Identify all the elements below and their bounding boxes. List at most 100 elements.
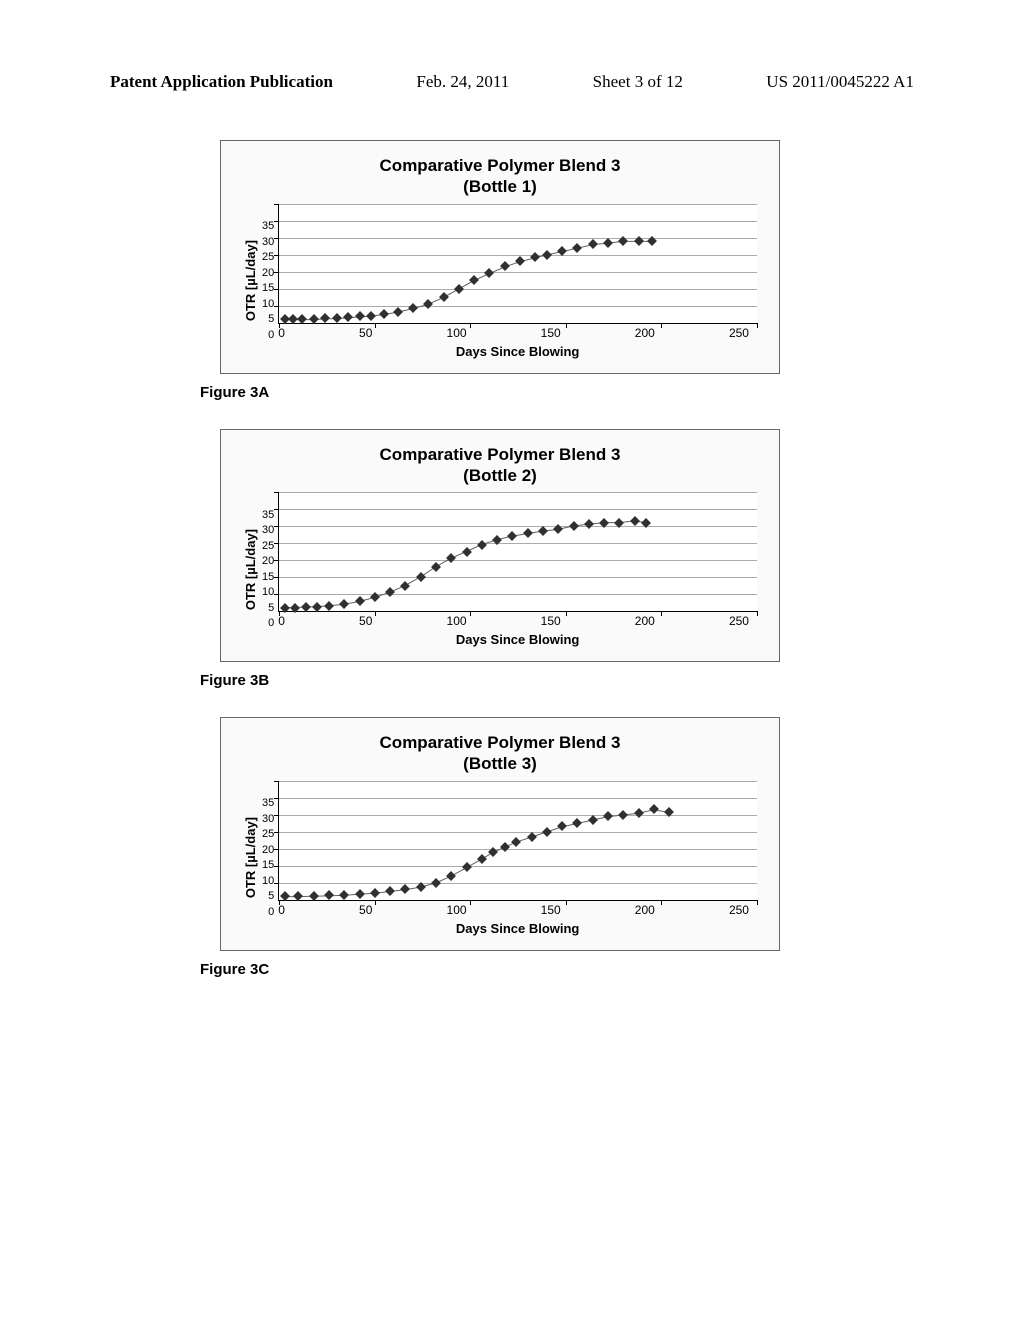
data-marker xyxy=(557,246,567,256)
publication-date: Feb. 24, 2011 xyxy=(416,72,509,92)
x-tick-label: 100 xyxy=(447,903,467,917)
data-marker xyxy=(379,309,389,319)
data-marker xyxy=(538,526,548,536)
x-tick-mark xyxy=(757,323,758,328)
x-tick-label: 200 xyxy=(635,614,655,628)
data-marker xyxy=(614,518,624,528)
data-marker xyxy=(515,256,525,266)
y-tick-label: 30 xyxy=(262,525,274,536)
x-tick-label: 0 xyxy=(278,326,285,340)
x-tick-label: 150 xyxy=(541,326,561,340)
data-marker xyxy=(408,303,418,313)
x-tick-mark xyxy=(661,323,662,328)
x-tick-label: 150 xyxy=(541,614,561,628)
x-tick-mark xyxy=(375,323,376,328)
data-marker xyxy=(588,239,598,249)
x-tick-label: 100 xyxy=(447,614,467,628)
y-tick-label: 25 xyxy=(262,829,274,840)
marker-layer xyxy=(279,204,757,323)
data-marker xyxy=(416,572,426,582)
data-marker xyxy=(280,603,290,613)
y-axis-label: OTR [µL/day] xyxy=(243,529,258,610)
data-marker xyxy=(500,261,510,271)
data-marker xyxy=(343,312,353,322)
data-marker xyxy=(507,531,517,541)
data-marker xyxy=(462,547,472,557)
x-tick-mark xyxy=(470,611,471,616)
data-marker xyxy=(584,519,594,529)
data-marker xyxy=(355,311,365,321)
x-tick-mark xyxy=(279,611,280,616)
chart-title: Comparative Polymer Blend 3(Bottle 2) xyxy=(243,444,757,487)
data-marker xyxy=(542,250,552,260)
x-tick-label: 250 xyxy=(729,614,749,628)
data-marker xyxy=(423,299,433,309)
data-marker xyxy=(332,313,342,323)
figure-caption: Figure 3B xyxy=(200,672,874,689)
x-tick-mark xyxy=(757,900,758,905)
x-tick-label: 150 xyxy=(541,903,561,917)
data-marker xyxy=(309,891,319,901)
plot-wrap: 050100150200250Days Since Blowing xyxy=(278,204,757,359)
data-marker xyxy=(603,238,613,248)
data-marker xyxy=(439,292,449,302)
y-tick-label: 35 xyxy=(262,798,274,809)
data-marker xyxy=(297,314,307,324)
data-marker xyxy=(309,314,319,324)
data-marker xyxy=(572,818,582,828)
data-marker xyxy=(446,553,456,563)
y-tick-label: 25 xyxy=(262,252,274,263)
x-tick-mark xyxy=(661,900,662,905)
chart-title-line1: Comparative Polymer Blend 3 xyxy=(380,445,621,464)
data-marker xyxy=(400,884,410,894)
data-marker xyxy=(416,882,426,892)
data-marker xyxy=(339,890,349,900)
chart-body: OTR [µL/day]3530252015105005010015020025… xyxy=(243,492,757,647)
data-marker xyxy=(523,529,533,539)
data-marker xyxy=(527,832,537,842)
y-tick-label: 35 xyxy=(262,221,274,232)
data-marker xyxy=(324,601,334,611)
x-tick-label: 200 xyxy=(635,326,655,340)
data-marker xyxy=(385,587,395,597)
figure-caption: Figure 3A xyxy=(200,384,874,401)
data-marker xyxy=(542,827,552,837)
data-marker xyxy=(618,810,628,820)
plot-area xyxy=(278,204,757,324)
y-tick-label: 0 xyxy=(262,907,274,918)
y-tick-label: 5 xyxy=(262,603,274,614)
x-tick-mark xyxy=(661,611,662,616)
data-marker xyxy=(313,602,323,612)
data-marker xyxy=(618,236,628,246)
data-marker xyxy=(385,886,395,896)
data-marker xyxy=(366,311,376,321)
data-marker xyxy=(431,878,441,888)
y-tick-label: 35 xyxy=(262,510,274,521)
data-marker xyxy=(641,518,651,528)
data-marker xyxy=(649,804,659,814)
y-tick-label: 10 xyxy=(262,587,274,598)
y-tick-label: 25 xyxy=(262,541,274,552)
plot-wrap: 050100150200250Days Since Blowing xyxy=(278,781,757,936)
data-marker xyxy=(634,808,644,818)
data-marker xyxy=(485,268,495,278)
data-marker xyxy=(477,540,487,550)
marker-layer xyxy=(279,781,757,900)
data-marker xyxy=(370,888,380,898)
y-tick-label: 0 xyxy=(262,618,274,629)
data-marker xyxy=(530,252,540,262)
data-marker xyxy=(355,889,365,899)
x-tick-mark xyxy=(279,323,280,328)
data-marker xyxy=(290,603,300,613)
chart-panel: Comparative Polymer Blend 3(Bottle 3)OTR… xyxy=(220,717,780,951)
data-marker xyxy=(469,275,479,285)
x-axis-ticks: 050100150200250 xyxy=(278,903,757,917)
chart-title-line2: (Bottle 1) xyxy=(463,177,537,196)
chart-panel: Comparative Polymer Blend 3(Bottle 1)OTR… xyxy=(220,140,780,374)
data-marker xyxy=(500,842,510,852)
data-marker xyxy=(603,811,613,821)
x-tick-label: 200 xyxy=(635,903,655,917)
y-axis-ticks: 35302520151050 xyxy=(262,798,274,918)
x-tick-mark xyxy=(566,900,567,905)
figure-block-0: Comparative Polymer Blend 3(Bottle 1)OTR… xyxy=(200,140,874,401)
